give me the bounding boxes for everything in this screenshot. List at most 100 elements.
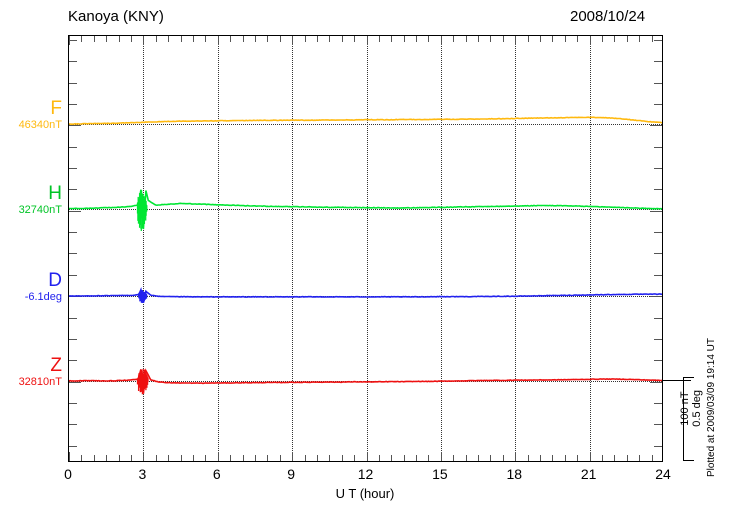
- baseline-d: [69, 296, 662, 297]
- ytick-right: [654, 189, 662, 190]
- component-symbol-z: Z: [50, 355, 62, 376]
- xtick-bottom: [428, 455, 430, 461]
- xtick-top: [118, 36, 120, 42]
- gridline-hour-21: [589, 36, 591, 461]
- xtick-bottom: [242, 455, 244, 461]
- gridline-hour-12: [366, 36, 368, 461]
- xtick-bottom: [403, 455, 405, 461]
- x-tick-label-18: 18: [506, 466, 523, 482]
- xtick-bottom: [440, 452, 442, 461]
- ytick-right: [654, 147, 662, 148]
- ytick-right: [654, 424, 662, 425]
- xtick-top: [354, 36, 356, 42]
- xtick-bottom: [118, 455, 120, 461]
- ytick-right: [654, 360, 662, 361]
- xtick-top: [453, 36, 455, 42]
- plot-area: [68, 35, 663, 462]
- xtick-bottom: [502, 455, 504, 461]
- xtick-top: [242, 36, 244, 42]
- ytick-right: [654, 83, 662, 84]
- xtick-top: [366, 36, 368, 45]
- ytick-right: [650, 296, 662, 297]
- ytick-right: [654, 446, 662, 447]
- xtick-bottom: [192, 455, 194, 461]
- ytick-right: [654, 104, 662, 105]
- ytick-left: [69, 275, 77, 276]
- ytick-left: [69, 446, 77, 447]
- xtick-top: [192, 36, 194, 42]
- xtick-top: [304, 36, 306, 42]
- xtick-bottom: [329, 455, 331, 461]
- xtick-top: [130, 36, 132, 42]
- xtick-top: [378, 36, 380, 42]
- ytick-right: [650, 125, 662, 126]
- xtick-bottom: [416, 455, 418, 461]
- ytick-right: [654, 168, 662, 169]
- xtick-top: [602, 36, 604, 42]
- component-value-d: -6.1deg: [24, 291, 62, 303]
- baseline-h: [69, 209, 662, 210]
- xtick-bottom: [230, 455, 232, 461]
- scale-line2: 0.5 deg: [691, 390, 703, 427]
- date-label: 2008/10/24: [570, 8, 646, 25]
- ytick-right: [650, 211, 662, 212]
- xtick-top: [143, 36, 145, 45]
- xtick-top: [106, 36, 108, 42]
- xtick-top: [515, 36, 517, 45]
- ytick-left: [69, 125, 81, 126]
- xtick-bottom: [316, 455, 318, 461]
- ytick-left: [69, 403, 77, 404]
- x-tick-label-3: 3: [138, 466, 147, 482]
- xtick-bottom: [589, 452, 591, 461]
- x-tick-label-0: 0: [64, 466, 72, 482]
- xtick-bottom: [254, 455, 256, 461]
- xtick-bottom: [267, 455, 269, 461]
- component-symbol-f: F: [50, 98, 62, 119]
- xtick-bottom: [304, 455, 306, 461]
- xtick-top: [589, 36, 591, 45]
- ytick-right: [654, 403, 662, 404]
- component-value-h: 32740nT: [18, 204, 62, 216]
- x-tick-label-9: 9: [287, 466, 296, 482]
- xtick-bottom: [155, 455, 157, 461]
- xtick-bottom: [391, 455, 393, 461]
- xtick-top: [527, 36, 529, 42]
- xtick-top: [254, 36, 256, 42]
- xtick-top: [81, 36, 83, 42]
- ytick-left: [69, 147, 77, 148]
- xtick-bottom: [378, 455, 380, 461]
- component-symbol-d: D: [48, 270, 62, 291]
- xtick-top: [180, 36, 182, 42]
- xtick-bottom: [515, 452, 517, 461]
- component-symbol-h: H: [48, 183, 62, 204]
- xtick-top: [416, 36, 418, 42]
- xtick-bottom: [205, 455, 207, 461]
- xtick-top: [639, 36, 641, 42]
- xtick-top: [403, 36, 405, 42]
- ytick-right: [654, 232, 662, 233]
- xtick-bottom: [354, 455, 356, 461]
- burst-h: [136, 189, 148, 231]
- page-title: Kanoya (KNY): [68, 8, 164, 25]
- xtick-bottom: [366, 452, 368, 461]
- xtick-bottom: [465, 455, 467, 461]
- ytick-left: [69, 168, 77, 169]
- baseline-z: [69, 381, 662, 382]
- ytick-left: [69, 211, 81, 212]
- xtick-bottom: [453, 455, 455, 461]
- xtick-top: [478, 36, 480, 42]
- scale-connector-line: [663, 380, 691, 381]
- xtick-top: [155, 36, 157, 42]
- x-tick-label-6: 6: [212, 466, 221, 482]
- gridline-hour-3: [143, 36, 145, 461]
- xtick-bottom: [614, 455, 616, 461]
- gridline-hour-15: [440, 36, 442, 461]
- xtick-top: [577, 36, 579, 42]
- xtick-top: [168, 36, 170, 42]
- xtick-bottom: [292, 452, 294, 461]
- ytick-left: [69, 382, 81, 383]
- ytick-left: [69, 318, 77, 319]
- ytick-right: [650, 382, 662, 383]
- xtick-top: [626, 36, 628, 42]
- xtick-top: [440, 36, 442, 45]
